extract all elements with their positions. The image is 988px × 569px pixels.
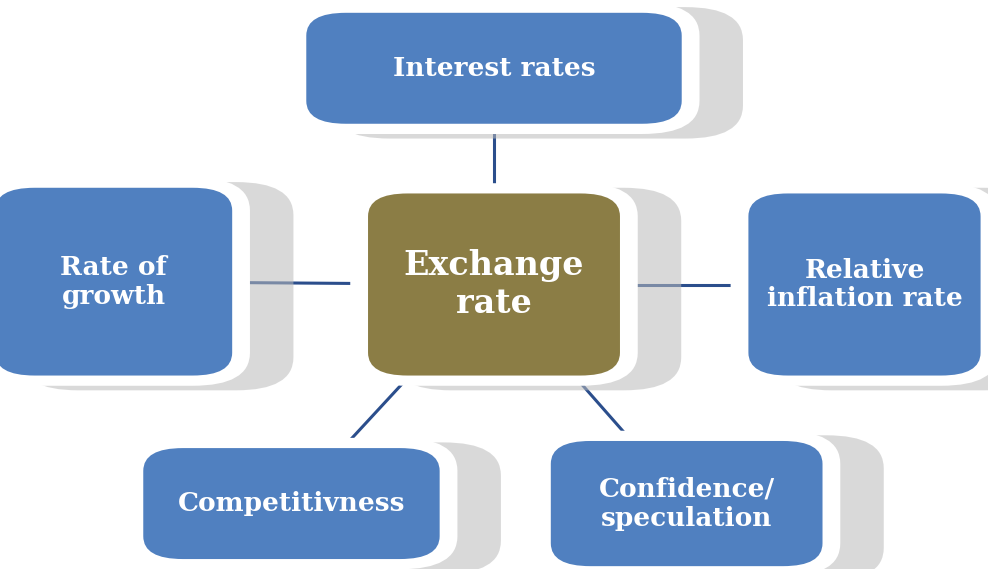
FancyBboxPatch shape [730, 183, 988, 386]
FancyBboxPatch shape [169, 443, 501, 569]
FancyBboxPatch shape [0, 188, 232, 376]
FancyBboxPatch shape [775, 188, 988, 390]
FancyBboxPatch shape [306, 13, 682, 124]
FancyBboxPatch shape [0, 178, 250, 386]
FancyBboxPatch shape [21, 182, 293, 390]
FancyBboxPatch shape [288, 3, 700, 134]
Text: Relative
inflation rate: Relative inflation rate [767, 258, 962, 311]
FancyBboxPatch shape [350, 183, 637, 386]
Text: Interest rates: Interest rates [392, 56, 596, 81]
Text: Confidence/
speculation: Confidence/ speculation [599, 477, 775, 530]
FancyBboxPatch shape [749, 193, 980, 376]
FancyBboxPatch shape [393, 188, 682, 390]
FancyBboxPatch shape [125, 438, 457, 569]
FancyBboxPatch shape [550, 441, 822, 566]
Text: Competitivness: Competitivness [178, 491, 405, 516]
FancyBboxPatch shape [368, 193, 620, 376]
Text: Exchange
rate: Exchange rate [404, 249, 584, 320]
FancyBboxPatch shape [143, 448, 440, 559]
FancyBboxPatch shape [576, 435, 883, 569]
FancyBboxPatch shape [332, 7, 743, 139]
Text: Rate of
growth: Rate of growth [60, 255, 167, 308]
FancyBboxPatch shape [533, 431, 840, 569]
